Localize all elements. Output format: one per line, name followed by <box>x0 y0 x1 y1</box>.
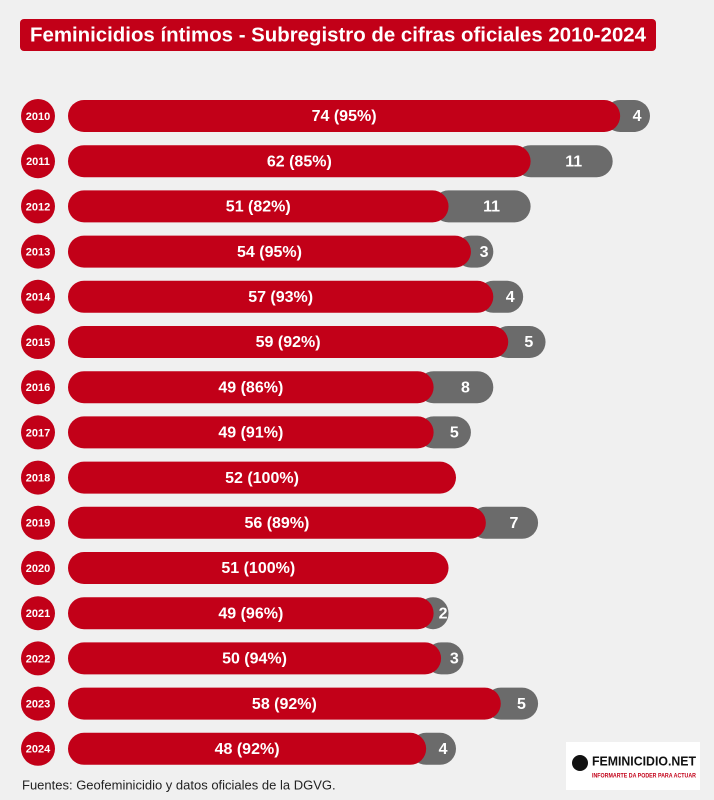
year-badge <box>21 505 55 540</box>
bar-oficial <box>68 687 501 720</box>
year-badge <box>21 189 55 224</box>
bar-oficial <box>68 642 442 675</box>
y-tick-label: 2016 <box>26 382 50 394</box>
bar-label: 54 (95%) <box>237 244 302 261</box>
bar-oficial <box>68 145 531 178</box>
bar-oficial <box>68 235 471 268</box>
bar-oficial <box>68 280 494 313</box>
logo-icon <box>572 755 588 771</box>
bar-label: 4 <box>506 289 515 306</box>
year-badge <box>21 234 55 269</box>
logo-tagline: INFORMARTE DA PODER PARA ACTUAR <box>592 774 697 780</box>
bar-label: 11 <box>483 199 500 216</box>
bar-label: 49 (96%) <box>218 605 283 622</box>
year-badge <box>21 279 55 314</box>
year-badge <box>21 325 55 359</box>
bar-label: 3 <box>480 244 489 261</box>
bar-label: 5 <box>517 696 526 713</box>
bar-label: 50 (94%) <box>222 651 287 668</box>
bar-oficial <box>68 326 509 358</box>
y-tick-label: 2022 <box>26 653 50 665</box>
year-badge <box>21 99 55 133</box>
bar-oficial <box>68 732 427 765</box>
bar-oficial <box>68 416 434 449</box>
year-badge <box>21 686 55 721</box>
year-badge <box>21 415 55 450</box>
bar-label: 56 (89%) <box>244 515 309 532</box>
y-tick-label: 2012 <box>26 201 50 213</box>
year-badge <box>21 596 55 631</box>
bar-label: 57 (93%) <box>248 289 313 306</box>
bar-label: 2 <box>439 605 448 622</box>
bar-label: 7 <box>510 515 519 532</box>
bar-label: 51 (82%) <box>226 199 291 216</box>
bar-oficial <box>68 597 434 630</box>
bar-label: 74 (95%) <box>312 108 377 125</box>
year-badge <box>21 370 55 405</box>
y-tick-label: 2023 <box>26 699 50 711</box>
bar-label: 4 <box>439 741 448 758</box>
bar-oficial <box>68 100 621 132</box>
year-badge <box>21 460 55 495</box>
chart-title: Feminicidios íntimos - Subregistro de ci… <box>30 24 647 46</box>
bar-label: 48 (92%) <box>215 741 280 758</box>
logo-box <box>566 742 700 790</box>
bar-label: 11 <box>565 153 582 170</box>
bar-label: 4 <box>633 108 642 125</box>
year-badge <box>21 551 55 585</box>
bar-subregistro <box>514 145 613 178</box>
year-badge <box>21 731 55 766</box>
bar-label: 3 <box>450 651 459 668</box>
bar-label: 58 (92%) <box>252 696 317 713</box>
y-tick-label: 2015 <box>26 337 50 349</box>
y-tick-label: 2010 <box>26 111 50 123</box>
bar-label: 49 (91%) <box>218 425 283 442</box>
bar-oficial <box>68 506 486 539</box>
bar-oficial <box>68 371 434 404</box>
bar-label: 5 <box>450 425 459 442</box>
bar-subregistro <box>432 190 531 223</box>
year-badge <box>21 144 55 179</box>
year-badge <box>21 641 55 676</box>
y-tick-label: 2013 <box>26 247 50 259</box>
bar-oficial <box>68 190 449 223</box>
bar-label: 5 <box>524 334 533 351</box>
source: Fuentes: Geofeminicidio y datos oficiale… <box>22 777 336 792</box>
bar-label: 8 <box>461 379 470 396</box>
y-tick-label: 2024 <box>26 744 51 756</box>
bar-subregistro <box>469 506 539 539</box>
bar-label: 62 (85%) <box>267 153 332 170</box>
bar-label: 59 (92%) <box>256 334 321 351</box>
logo-name: FEMINICIDIO.NET <box>592 753 696 768</box>
y-tick-label: 2011 <box>26 156 50 168</box>
bar-oficial <box>68 552 449 584</box>
y-tick-label: 2021 <box>26 608 50 620</box>
bar-label: 52 (100%) <box>225 470 299 487</box>
y-tick-label: 2014 <box>26 292 51 304</box>
y-tick-label: 2019 <box>26 518 50 530</box>
bar-label: 49 (86%) <box>218 379 283 396</box>
title-box <box>20 19 656 51</box>
y-tick-label: 2018 <box>26 473 50 485</box>
y-tick-label: 2020 <box>26 563 50 575</box>
bar-label: 51 (100%) <box>221 560 295 577</box>
y-tick-label: 2017 <box>26 427 50 439</box>
bar-oficial <box>68 461 456 494</box>
bar-subregistro <box>417 371 494 404</box>
